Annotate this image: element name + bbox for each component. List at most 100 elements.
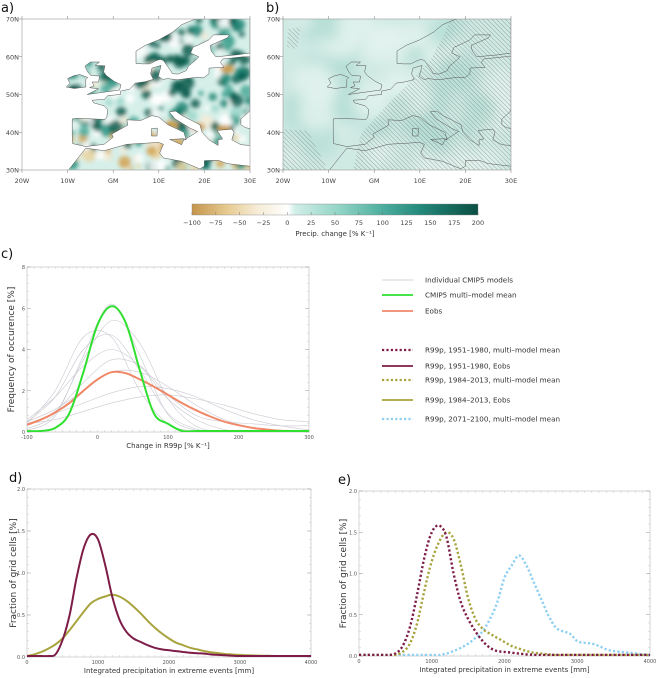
field-blob bbox=[300, 25, 317, 42]
lon-label: 20E bbox=[198, 177, 210, 185]
lat-label: 30N bbox=[267, 167, 280, 175]
plot-area bbox=[26, 488, 312, 658]
precip-blob bbox=[167, 57, 172, 62]
individual-model-line bbox=[27, 333, 309, 432]
precip-blob bbox=[224, 117, 234, 126]
precip-blob bbox=[146, 145, 157, 157]
precip-blob bbox=[78, 126, 90, 137]
precip-blob bbox=[177, 28, 185, 36]
lat-label: 40N bbox=[6, 129, 19, 137]
precip-blob bbox=[179, 86, 191, 98]
colorbar-tick-label: 175 bbox=[448, 219, 460, 227]
precip-blob bbox=[244, 96, 250, 106]
individual-model-line bbox=[27, 386, 309, 431]
precip-blob bbox=[135, 162, 141, 169]
lon-label: 20W bbox=[15, 177, 30, 185]
x-axis-title: Integrated precipitation in extreme even… bbox=[419, 666, 589, 674]
y-axis-title: Fraction of grid cells [%] bbox=[339, 519, 349, 628]
precip-blob bbox=[149, 97, 155, 103]
lon-label: 10W bbox=[321, 177, 336, 185]
coastline-africa bbox=[68, 142, 250, 170]
precip-blob bbox=[141, 89, 152, 100]
lon-label: 20W bbox=[276, 177, 291, 185]
y-tick-label: 0.5 bbox=[17, 613, 25, 619]
colorbar-tick-label: −50 bbox=[233, 219, 247, 227]
coastline-sicily bbox=[430, 138, 446, 146]
lat-label: 50N bbox=[6, 91, 19, 99]
series-line-r99p-1951-1980-multi-model-mean bbox=[359, 524, 650, 656]
coastline-sicily bbox=[169, 138, 185, 146]
x-tick-label: 2000 bbox=[498, 659, 511, 665]
colorbar-tick-label: −75 bbox=[209, 219, 223, 227]
series-group bbox=[359, 524, 650, 656]
precip-blob bbox=[105, 98, 113, 107]
lat-label: 40N bbox=[267, 129, 280, 137]
precip-blob bbox=[190, 24, 203, 37]
precip-blob bbox=[116, 106, 127, 117]
chart-d-eobs-distribution: 0 1000 2000 3000 4000 0.0 0.5 1.0 1.5 2.0 Integrat… bbox=[9, 487, 317, 675]
coastline-scand bbox=[396, 19, 511, 75]
legend-label: R99p, 1951–1980, multi–model mean bbox=[425, 346, 560, 355]
series-line-r99p-2071-2100-multi-model-mean bbox=[359, 554, 650, 656]
lon-label: GM bbox=[108, 177, 119, 185]
legend-label: R99p, 1984–2013, Eobs bbox=[425, 396, 511, 405]
colorbar-tick-label: 0 bbox=[285, 219, 289, 227]
precip-blob bbox=[221, 27, 231, 37]
coastline-scand bbox=[135, 19, 250, 75]
precip-blob bbox=[237, 72, 247, 82]
precip-blob bbox=[88, 119, 94, 125]
y-tick-label: 0.5 bbox=[349, 613, 357, 619]
x-tick-label: -100 bbox=[21, 435, 32, 441]
map-content bbox=[22, 19, 250, 170]
precip-blob bbox=[129, 167, 134, 170]
precip-blob bbox=[119, 116, 128, 125]
lat-label: 30N bbox=[6, 167, 19, 175]
precip-blob bbox=[229, 58, 236, 66]
coastline-gb bbox=[84, 61, 122, 95]
precip-blob bbox=[238, 134, 247, 143]
precip-blob bbox=[232, 19, 246, 32]
series-group bbox=[27, 532, 311, 657]
y-tick-label: 1.0 bbox=[17, 571, 25, 577]
y-axis-title: Fraction of grid cells [%] bbox=[9, 518, 19, 627]
panel-label-b: b) bbox=[266, 1, 279, 16]
precip-blob bbox=[176, 161, 188, 170]
panel-label-c: c) bbox=[1, 247, 13, 262]
lon-label: 30E bbox=[505, 177, 517, 185]
coastline-main bbox=[71, 56, 250, 147]
map-b-multi-model-change: 70N 60N 50N 40N 30N 20W 10W GM 10E 20E 30E bbox=[267, 16, 517, 186]
precip-blob bbox=[232, 129, 239, 136]
precip-blob bbox=[238, 31, 245, 38]
y-tick-label: 1.0 bbox=[349, 572, 357, 578]
y-tick-label: 0.0 bbox=[349, 654, 357, 660]
significance-hatching bbox=[283, 129, 328, 170]
lat-label: 60N bbox=[267, 53, 280, 61]
x-tick-label: 2000 bbox=[163, 660, 176, 666]
colorbar-tick-label: −25 bbox=[257, 219, 271, 227]
lon-label: 10E bbox=[414, 177, 426, 185]
lon-label: 30E bbox=[244, 177, 256, 185]
series-line-r99p-1951-1980-eobs bbox=[27, 532, 311, 657]
x-tick-label: 4000 bbox=[305, 660, 318, 666]
colorbar-tick-label: 150 bbox=[424, 219, 436, 227]
precip-blob bbox=[132, 155, 138, 161]
field-blob bbox=[360, 39, 382, 61]
precip-blob bbox=[150, 52, 160, 62]
y-tick-label: 1.5 bbox=[17, 529, 25, 535]
y-tick-label: 2.0 bbox=[349, 489, 357, 495]
legend-label: R99p, 1951–1980, Eobs bbox=[425, 362, 511, 371]
y-tick-label: 2.0 bbox=[17, 487, 25, 493]
y-tick-label: 8 bbox=[22, 265, 25, 271]
precip-blob bbox=[223, 84, 233, 94]
series-line-eobs bbox=[27, 370, 309, 432]
precip-blob bbox=[201, 32, 209, 40]
field-blob bbox=[337, 19, 375, 45]
map-content bbox=[283, 19, 511, 170]
chart-e-model-distribution: 0 1000 2000 3000 4000 0.0 0.5 1.0 1.5 2.0 Integrat… bbox=[339, 489, 656, 674]
panel-label-a: a) bbox=[1, 1, 14, 16]
x-axis-title: Change in R99p [% K⁻¹] bbox=[126, 442, 210, 450]
precip-blob bbox=[164, 165, 170, 170]
precip-blob bbox=[175, 101, 189, 115]
